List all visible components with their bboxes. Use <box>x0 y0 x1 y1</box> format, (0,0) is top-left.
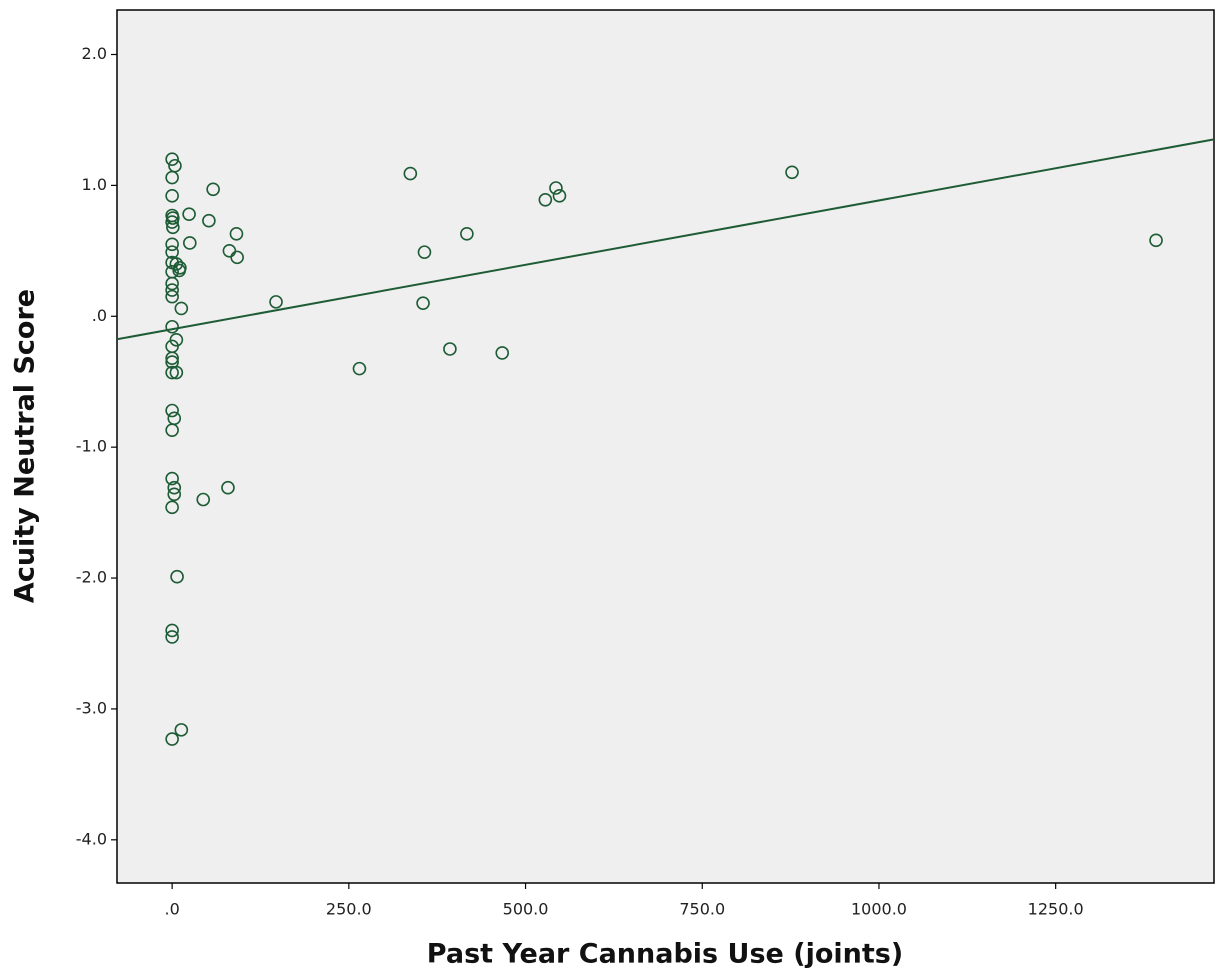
point <box>183 236 197 250</box>
y-tick-label: -4.0 <box>76 829 107 848</box>
point <box>165 276 179 291</box>
point <box>206 182 220 197</box>
point <box>230 250 244 265</box>
y-tick-label: 2.0 <box>82 44 107 63</box>
point <box>165 289 179 304</box>
point <box>221 480 235 495</box>
point <box>202 213 216 228</box>
point <box>352 361 367 376</box>
y-axis-title: Acuity Neutral Score <box>10 289 41 603</box>
y-tick-label: -2.0 <box>76 568 107 587</box>
point <box>460 227 474 241</box>
point <box>165 215 179 229</box>
point <box>167 480 182 495</box>
point <box>182 207 196 221</box>
point <box>165 152 179 167</box>
point <box>538 192 553 207</box>
point <box>165 365 179 380</box>
point <box>165 245 179 259</box>
y-tick-label: 1.0 <box>82 175 107 194</box>
point <box>196 492 211 507</box>
point <box>165 500 179 515</box>
point <box>229 227 244 241</box>
point <box>165 630 179 644</box>
y-tick-label: .0 <box>92 306 107 325</box>
x-tick-label: 1250.0 <box>1028 900 1084 919</box>
point <box>169 257 184 271</box>
point <box>172 263 187 278</box>
point <box>165 283 179 297</box>
fit-line <box>116 138 1215 341</box>
y-tick-label: -3.0 <box>76 698 107 717</box>
point <box>165 351 179 365</box>
y-tick-label: -1.0 <box>76 437 107 456</box>
point <box>443 342 457 356</box>
x-tick-label: 750.0 <box>679 900 725 919</box>
point <box>417 245 432 259</box>
point <box>552 189 567 203</box>
point <box>416 296 430 310</box>
point <box>1149 233 1163 248</box>
point <box>165 403 179 418</box>
x-axis-title: Past Year Cannabis Use (joints) <box>427 939 903 970</box>
x-tick-label: 250.0 <box>326 900 372 919</box>
point <box>165 319 179 334</box>
x-tick-label: .0 <box>164 900 179 919</box>
point <box>174 723 189 737</box>
point <box>167 487 182 502</box>
x-tick-label: 500.0 <box>503 900 549 919</box>
point <box>165 471 179 486</box>
point <box>165 423 179 437</box>
point <box>403 166 418 181</box>
point <box>165 732 179 746</box>
point <box>269 295 283 309</box>
point <box>174 301 189 316</box>
point <box>165 189 179 203</box>
plot-area <box>116 9 1215 884</box>
point <box>170 569 184 584</box>
point <box>495 346 510 360</box>
point <box>169 365 184 380</box>
point <box>165 623 179 638</box>
point <box>165 170 179 185</box>
point <box>549 181 563 195</box>
point <box>166 220 180 235</box>
point <box>165 237 179 252</box>
x-tick-label: 1000.0 <box>851 900 907 919</box>
point <box>785 165 799 180</box>
